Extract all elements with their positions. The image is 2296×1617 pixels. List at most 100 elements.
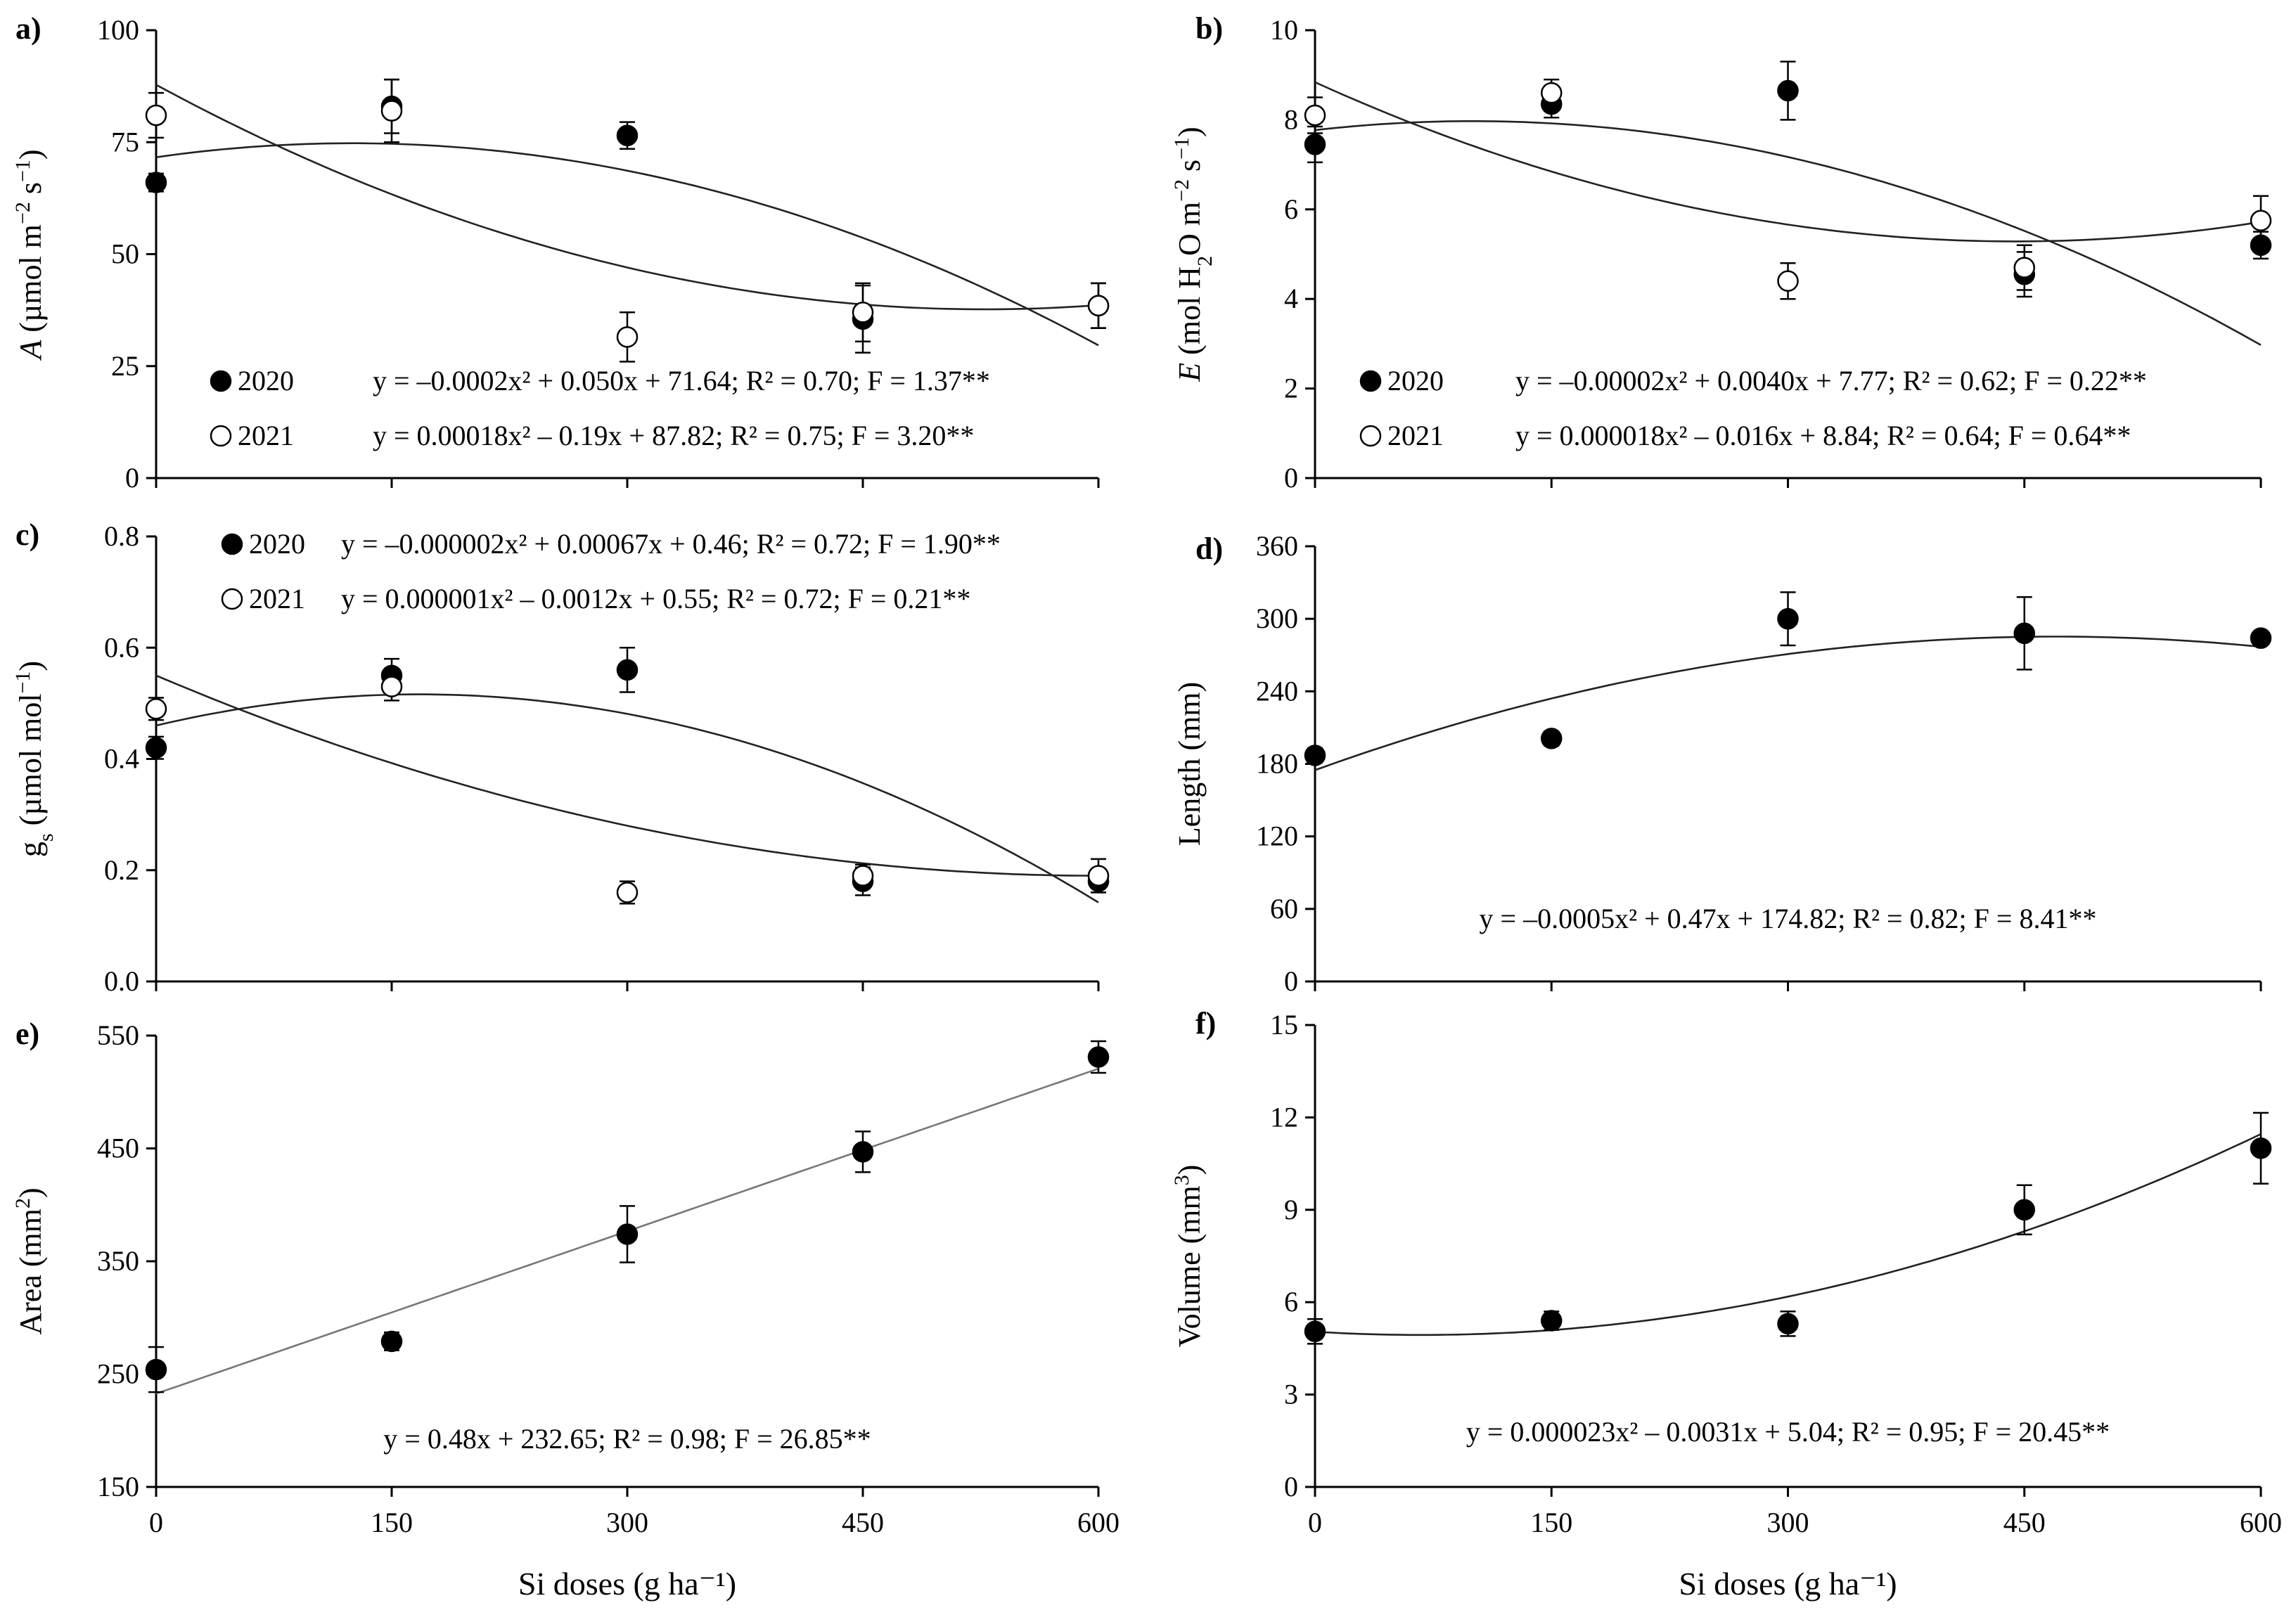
data-point-series bbox=[1304, 745, 1326, 766]
y-tick-label: 300 bbox=[1256, 603, 1298, 634]
y-axis-label-part: O m bbox=[1172, 202, 1207, 256]
data-point-2021 bbox=[852, 302, 874, 323]
y-axis-label: A (µmol m−2 s−1) bbox=[11, 149, 49, 361]
y-tick-label: 3 bbox=[1284, 1379, 1298, 1410]
chart-panel-d: 0 60 120 180 240 300 360 d) Length (mm) y = –0.00… bbox=[1172, 530, 2272, 997]
y-axis-label-part: (µmol m bbox=[13, 224, 48, 340]
data-point-2021 bbox=[1087, 865, 1110, 887]
y-tick-label: 0 bbox=[1284, 462, 1298, 494]
y-axis-label-part: ) bbox=[13, 1187, 48, 1198]
chart-panel-c: 0.0 0.2 0.4 0.6 0.8 c) gs (µmol mol−1) 2020 y = … bbox=[11, 517, 1110, 997]
y-axis-label-part: −1 bbox=[11, 160, 34, 182]
legend-marker bbox=[210, 425, 232, 447]
x-tick-label: 450 bbox=[842, 1507, 884, 1538]
data-point-2021 bbox=[1541, 82, 1563, 104]
y-tick-label: 15 bbox=[1270, 1009, 1298, 1041]
panel-label: b) bbox=[1195, 11, 1223, 46]
y-tick-label: 60 bbox=[1270, 893, 1298, 925]
y-tick-label: 0 bbox=[125, 462, 139, 494]
regression-equation: y = 0.00018x² – 0.19x + 87.82; R² = 0.75… bbox=[373, 420, 974, 451]
data-point-series bbox=[1541, 728, 1563, 749]
y-tick-label: 180 bbox=[1256, 748, 1298, 780]
panel-label: f) bbox=[1195, 1006, 1216, 1041]
data-point-2020 bbox=[616, 124, 639, 146]
y-tick-label: 240 bbox=[1256, 675, 1298, 707]
y-tick-label: 0.8 bbox=[104, 520, 139, 552]
y-tick-label: 8 bbox=[1284, 103, 1298, 135]
regression-equation: y = 0.000023x² – 0.0031x + 5.04; R² = 0.… bbox=[1466, 1416, 2110, 1448]
y-tick-label: 0 bbox=[1284, 1471, 1298, 1502]
y-tick-label: 75 bbox=[111, 126, 139, 157]
y-axis-label: E (mol H2O m−2 s−1) bbox=[1170, 127, 1217, 382]
y-axis-label-part: Area (mm bbox=[13, 1209, 48, 1335]
y-tick-label: 12 bbox=[1270, 1101, 1298, 1133]
regression-equation: y = –0.000002x² + 0.00067x + 0.46; R² = … bbox=[341, 528, 1001, 560]
legend-label: 2020 bbox=[249, 528, 305, 560]
data-point-2021 bbox=[380, 100, 403, 122]
data-point-2020 bbox=[145, 737, 167, 759]
y-tick-label: 350 bbox=[97, 1245, 139, 1277]
x-axis-label: Si doses (g ha⁻¹) bbox=[1679, 1566, 1897, 1602]
data-point-series bbox=[1304, 1320, 1326, 1343]
legend-marker bbox=[1359, 425, 1382, 447]
y-tick-label: 0.0 bbox=[104, 965, 139, 997]
y-axis-label-part: s bbox=[13, 182, 48, 202]
y-axis-label-part: −1 bbox=[1170, 137, 1193, 160]
y-tick-label: 250 bbox=[97, 1358, 139, 1390]
data-point-series bbox=[145, 1358, 167, 1381]
data-point-series bbox=[852, 1141, 874, 1163]
y-axis-label-part: Volume (mm bbox=[1172, 1185, 1207, 1347]
data-point-series bbox=[1777, 607, 1799, 630]
x-tick-label: 300 bbox=[606, 1507, 648, 1538]
data-point-2020 bbox=[1777, 79, 1799, 102]
y-tick-label: 450 bbox=[97, 1133, 139, 1164]
y-axis-label-part: g bbox=[13, 842, 48, 857]
legend-marker bbox=[221, 588, 243, 610]
legend-label: 2021 bbox=[238, 420, 294, 451]
data-point-2021 bbox=[380, 676, 403, 697]
fit-curve bbox=[155, 674, 1099, 877]
y-tick-label: 0.2 bbox=[104, 854, 139, 886]
y-axis-label-part: A bbox=[13, 340, 48, 361]
y-axis-label: gs (µmol mol−1) bbox=[11, 661, 58, 857]
y-axis-label-part: (mol H bbox=[1172, 266, 1207, 363]
data-point-2021 bbox=[616, 882, 639, 903]
y-tick-label: 6 bbox=[1284, 1286, 1298, 1318]
chart-panel-a: 0 25 50 75 100 a) A (µmol m−2 s−1) 2020 y = –0.0… bbox=[11, 11, 1110, 494]
data-point-series bbox=[1541, 1310, 1563, 1332]
data-point-series bbox=[2013, 622, 2035, 645]
data-point-2021 bbox=[1777, 270, 1799, 292]
x-tick-label: 0 bbox=[1308, 1507, 1322, 1538]
panel-label: a) bbox=[15, 11, 41, 46]
data-point-series bbox=[2013, 1199, 2035, 1221]
x-tick-label: 600 bbox=[2240, 1507, 2282, 1538]
legend-label: 2021 bbox=[249, 583, 305, 614]
y-tick-label: 25 bbox=[111, 350, 139, 382]
y-axis-label: Area (mm2) bbox=[11, 1187, 49, 1334]
x-tick-label: 150 bbox=[371, 1507, 413, 1538]
data-point-2021 bbox=[145, 698, 167, 720]
data-point-2020 bbox=[1304, 134, 1326, 155]
regression-equation: y = 0.48x + 232.65; R² = 0.98; F = 26.85… bbox=[383, 1423, 871, 1455]
data-point-2021 bbox=[1087, 295, 1110, 317]
y-axis-label-part: E bbox=[1172, 363, 1207, 382]
regression-equation: y = –0.0002x² + 0.050x + 71.64; R² = 0.7… bbox=[373, 365, 990, 397]
legend-label: 2021 bbox=[1387, 420, 1444, 451]
regression-equation: y = 0.000001x² – 0.0012x + 0.55; R² = 0.… bbox=[341, 583, 970, 614]
legend-label: 2020 bbox=[238, 365, 294, 397]
y-tick-label: 0.6 bbox=[104, 631, 139, 663]
y-tick-label: 50 bbox=[111, 238, 139, 270]
data-point-2020 bbox=[145, 172, 167, 193]
y-axis-label-part: ) bbox=[1172, 127, 1207, 137]
fit-curve bbox=[1314, 1133, 2262, 1336]
fit-curve bbox=[155, 84, 1099, 311]
data-point-2021 bbox=[2250, 210, 2272, 231]
y-axis-label-part: (µmol mol bbox=[13, 693, 48, 833]
y-tick-label: 100 bbox=[97, 14, 139, 46]
y-axis-label-part: ) bbox=[13, 149, 48, 160]
fit-curve bbox=[1314, 636, 2262, 771]
y-tick-label: 550 bbox=[97, 1019, 139, 1051]
